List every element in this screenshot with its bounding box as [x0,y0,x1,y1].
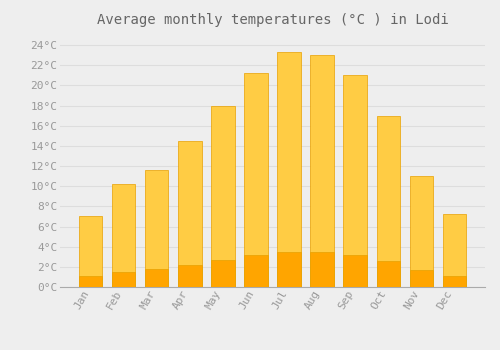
Bar [80,276,102,287]
Bar [212,260,234,287]
Bar [212,106,234,287]
Bar [376,116,400,287]
Title: Average monthly temperatures (°C ) in Lodi: Average monthly temperatures (°C ) in Lo… [96,13,448,27]
Bar [310,55,334,287]
Bar [112,184,136,287]
Bar [244,73,268,287]
Bar [112,272,136,287]
Bar [278,52,300,287]
Bar [80,216,102,287]
Bar [344,255,366,287]
Bar [344,75,366,287]
Bar [410,176,432,287]
Bar [442,215,466,287]
Bar [146,170,169,287]
Bar [278,252,300,287]
Bar [178,265,202,287]
Bar [178,141,202,287]
Bar [146,270,169,287]
Bar [376,261,400,287]
Bar [244,255,268,287]
Bar [410,270,432,287]
Bar [442,276,466,287]
Bar [310,252,334,287]
